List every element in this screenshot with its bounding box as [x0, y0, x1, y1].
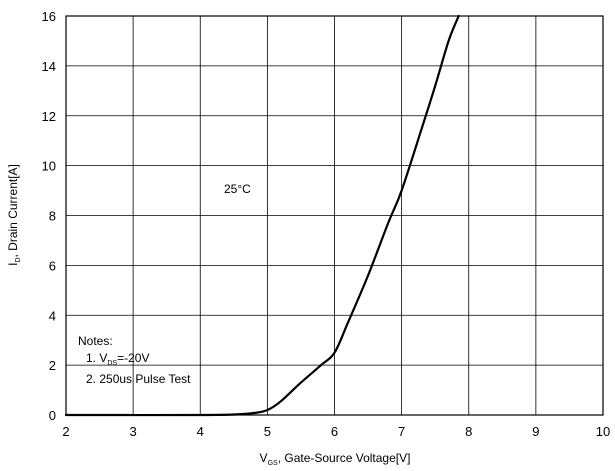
x-tick-label: 8	[465, 424, 472, 439]
y-tick-label: 16	[42, 9, 56, 24]
notes-title: Notes:	[78, 334, 113, 348]
x-tick-label: 3	[130, 424, 137, 439]
x-tick-label: 9	[532, 424, 539, 439]
y-tick-label: 12	[42, 109, 56, 124]
y-axis-label-main: I	[6, 263, 20, 266]
y-tick-label: 4	[49, 308, 56, 323]
note-1-prefix: 1. V	[86, 351, 107, 365]
note-1-suffix: =-20V	[117, 351, 149, 365]
x-tick-label: 7	[398, 424, 405, 439]
note-2: 2. 250us Pulse Test	[86, 372, 191, 386]
y-tick-labels: 0 2 4 6 8 10 12 14 16	[42, 9, 56, 423]
note-1: 1. VDS=-20V	[86, 351, 149, 367]
y-axis-label: ID, Drain Current[A]	[6, 164, 22, 266]
note-1-sub: DS	[107, 360, 117, 367]
x-tick-label: 6	[331, 424, 338, 439]
x-axis-label-main: V	[260, 451, 268, 465]
y-axis-label-rest: , Drain Current[A]	[6, 164, 20, 257]
y-tick-label: 8	[49, 209, 56, 224]
x-axis-label: VGS, Gate-Source Voltage[V]	[260, 451, 411, 467]
x-tick-label: 5	[264, 424, 271, 439]
plot-frame	[65, 15, 604, 416]
x-tick-label: 4	[197, 424, 204, 439]
y-tick-label: 10	[42, 159, 56, 174]
drain-current-curve	[64, 14, 460, 417]
x-tick-labels: 2 3 4 5 6 7 8 9 10	[62, 424, 610, 439]
y-tick-label: 2	[49, 358, 56, 373]
x-axis-label-sub: GS	[268, 460, 278, 467]
temperature-annotation: 25°C	[224, 182, 251, 196]
y-tick-label: 0	[49, 408, 56, 423]
y-axis-label-sub: D	[15, 257, 22, 262]
x-axis-label-rest: , Gate-Source Voltage[V]	[278, 451, 411, 465]
y-tick-label: 14	[42, 59, 56, 74]
x-tick-label: 2	[62, 424, 69, 439]
x-tick-label: 10	[596, 424, 610, 439]
y-tick-label: 6	[49, 258, 56, 273]
